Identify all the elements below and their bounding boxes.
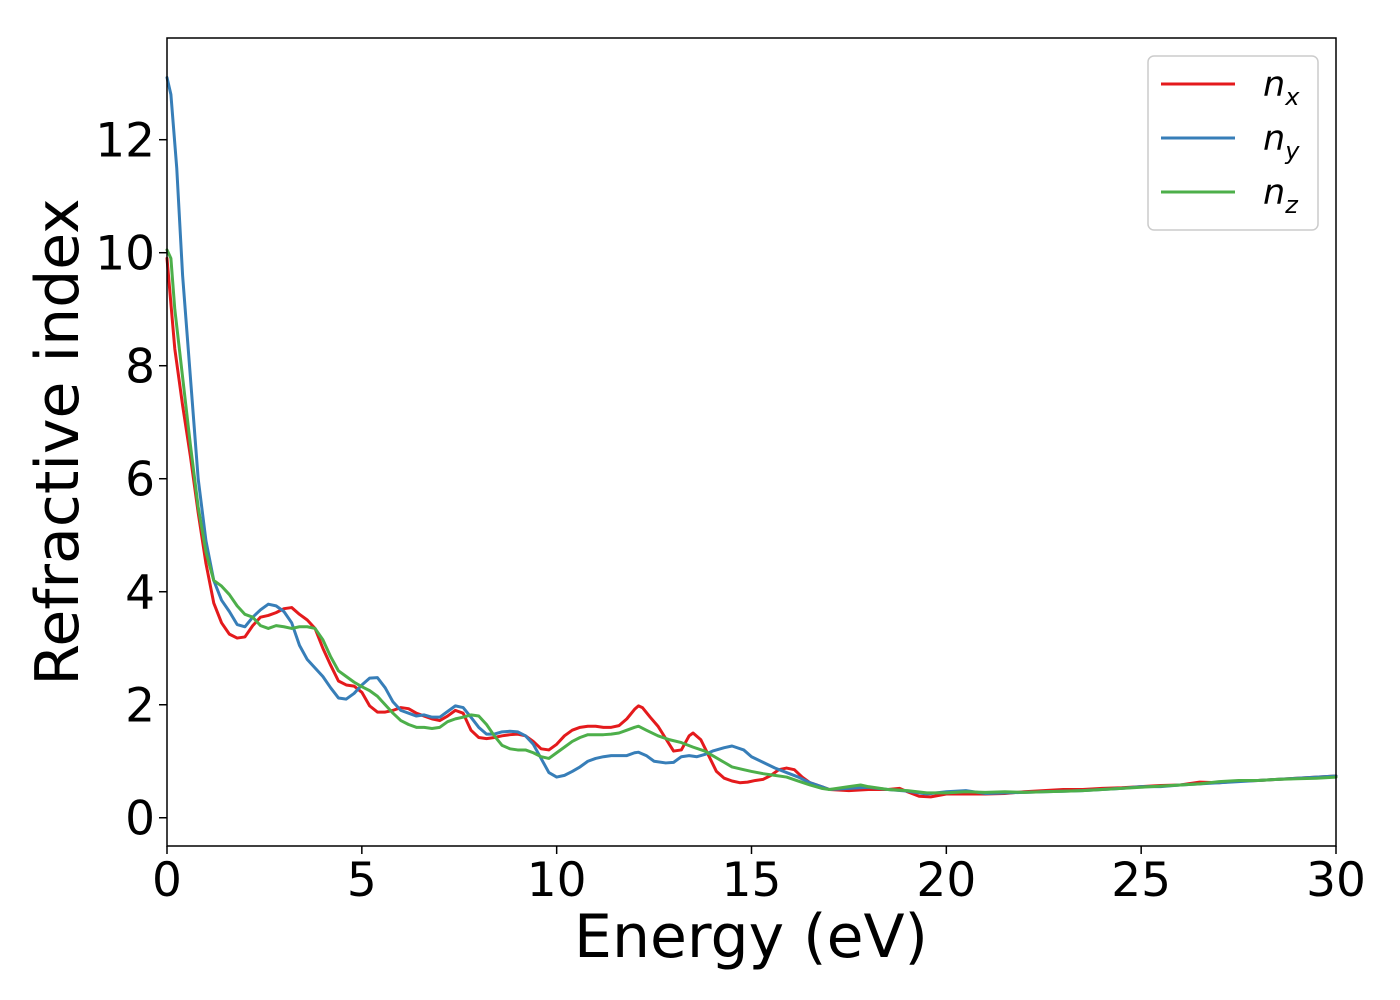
series-line-z	[165, 248, 1338, 795]
x-tick-label: 20	[916, 853, 976, 908]
legend-label-sub: y	[1284, 137, 1300, 165]
legend-label-main: n	[1263, 65, 1285, 105]
legend-label-main: n	[1263, 119, 1285, 159]
x-tick-label: 30	[1306, 853, 1366, 908]
legend-label-main: n	[1263, 173, 1285, 213]
legend-label-z: nz	[1263, 173, 1299, 219]
y-tick-label: 12	[95, 114, 155, 169]
y-axis-label: Refractive index	[23, 198, 93, 685]
x-tick-label: 15	[722, 853, 782, 908]
legend-label-y: ny	[1263, 119, 1300, 165]
series-layer	[165, 76, 1338, 799]
y-tick-label: 4	[125, 566, 155, 621]
legend-label-sub: x	[1284, 83, 1300, 111]
x-axis-ticks: 0 5 10 15 20 25 30	[152, 846, 1366, 908]
y-tick-label: 2	[125, 679, 155, 734]
y-tick-label: 0	[125, 792, 155, 847]
legend-box	[1147, 55, 1319, 231]
x-axis-label: Energy (eV)	[574, 902, 928, 972]
legend-label-x: nx	[1263, 65, 1300, 111]
x-tick-label: 0	[152, 853, 182, 908]
x-tick-label: 10	[527, 853, 587, 908]
x-tick-label: 5	[347, 853, 377, 908]
y-axis-ticks: 0 2 4 6 8 10 12	[95, 114, 167, 847]
y-tick-label: 6	[125, 453, 155, 508]
y-tick-label: 10	[95, 227, 155, 282]
legend-label-sub: z	[1284, 191, 1299, 219]
x-tick-label: 25	[1111, 853, 1171, 908]
y-tick-label: 8	[125, 340, 155, 395]
